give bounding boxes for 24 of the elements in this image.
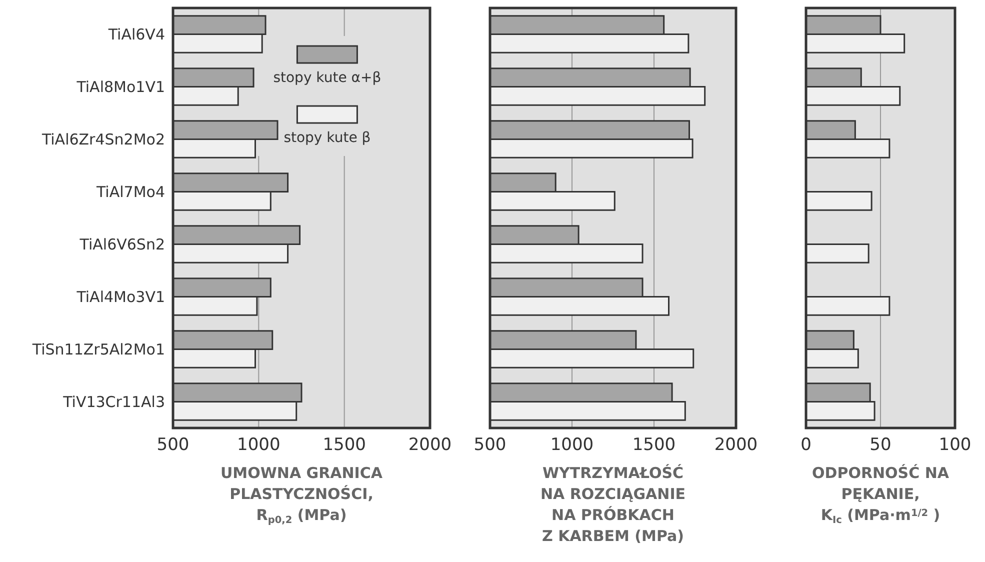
legend-label: stopy kute β — [284, 130, 371, 146]
y-tick-label: TiAl4Mo3V1 — [76, 288, 165, 306]
x-tick-label: 100 — [938, 435, 972, 455]
legend-label: stopy kute α+β — [273, 70, 382, 86]
x-axis-title: ODPORNOŚĆ NA PĘKANIE, K$_{Ic}$ (MPa·m$^{1/2}$ ) — [812, 464, 950, 526]
y-tick-label: TiSn11Zr5Al2Mo1 — [31, 340, 165, 358]
x-tick-label: 2000 — [408, 435, 452, 455]
y-tick-label: TiAl6V4 — [107, 25, 165, 44]
x-tick-label: 500 — [156, 435, 190, 455]
x-tick-label: 50 — [870, 435, 892, 455]
x-tick-label: 500 — [474, 435, 506, 455]
y-tick-label: TiAl6Zr4Sn2Mo2 — [40, 130, 165, 148]
y-tick-label: TiAl6V6Sn2 — [78, 235, 165, 254]
y-tick-label: TiAl8Mo1V1 — [76, 78, 165, 96]
x-tick-label: 1500 — [632, 435, 676, 455]
x-tick-label: 1500 — [322, 435, 366, 455]
x-axis-title: WYTRZYMAŁOŚĆ NA ROZCIĄGANIE NA PRÓBKACH Z KARBEM (MPa) — [540, 464, 686, 545]
x-tick-label: 0 — [800, 435, 812, 455]
y-tick-label: TiV13Cr11Al3 — [62, 392, 165, 411]
x-tick-label: 2000 — [714, 435, 758, 455]
x-tick-label: 1000 — [550, 435, 594, 455]
y-tick-label: TiAl7Mo4 — [95, 182, 165, 201]
x-tick-label: 1000 — [237, 435, 280, 455]
x-axis-title: UMOWNA GRANICA PLASTYCZNOŚCI, R$_{p0,2}$ (MPa) — [220, 464, 383, 526]
